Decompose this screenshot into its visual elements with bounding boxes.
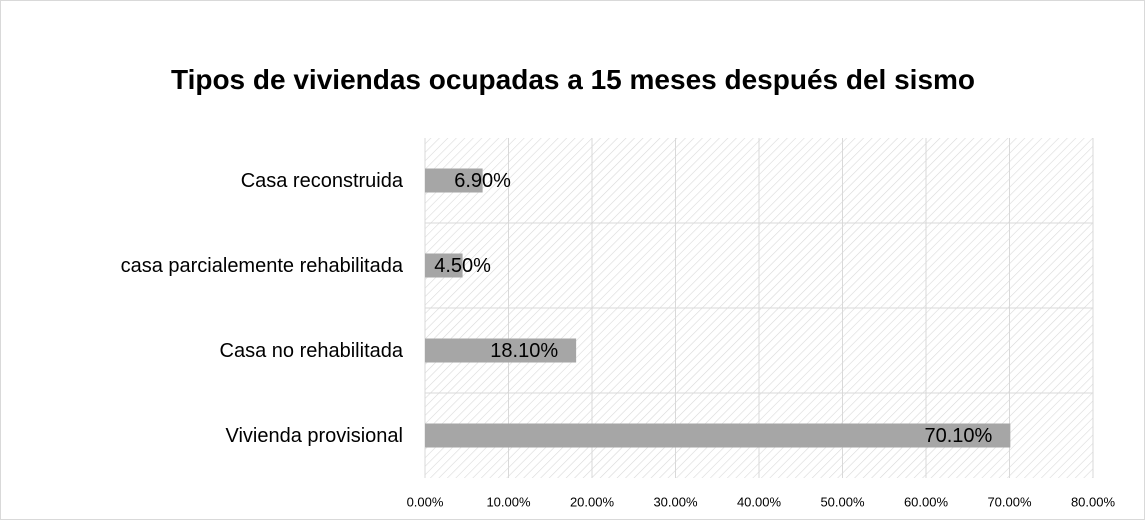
y-tick-label: Casa no rehabilitada <box>220 340 404 362</box>
y-tick-label: Vivienda provisional <box>225 425 403 447</box>
bar <box>425 338 577 363</box>
x-tick-label: 80.00% <box>1071 494 1116 509</box>
x-tick-label: 0.00% <box>407 494 444 509</box>
y-tick-label: casa parcialemente rehabilitada <box>121 255 404 277</box>
bar <box>425 253 463 278</box>
x-tick-label: 70.00% <box>987 494 1032 509</box>
data-label: 6.90% <box>454 170 511 192</box>
x-tick-label: 10.00% <box>486 494 531 509</box>
data-label: 4.50% <box>434 255 491 277</box>
chart-title: Tipos de viviendas ocupadas a 15 meses d… <box>170 64 976 95</box>
data-label: 18.10% <box>490 340 558 362</box>
data-label: 70.10% <box>924 425 992 447</box>
x-tick-label: 60.00% <box>904 494 949 509</box>
bar <box>425 423 1011 448</box>
bar <box>425 168 483 193</box>
x-tick-label: 50.00% <box>820 494 865 509</box>
y-tick-label: Casa reconstruida <box>241 170 404 192</box>
x-tick-label: 30.00% <box>653 494 698 509</box>
x-tick-label: 40.00% <box>737 494 782 509</box>
x-tick-label: 20.00% <box>570 494 615 509</box>
